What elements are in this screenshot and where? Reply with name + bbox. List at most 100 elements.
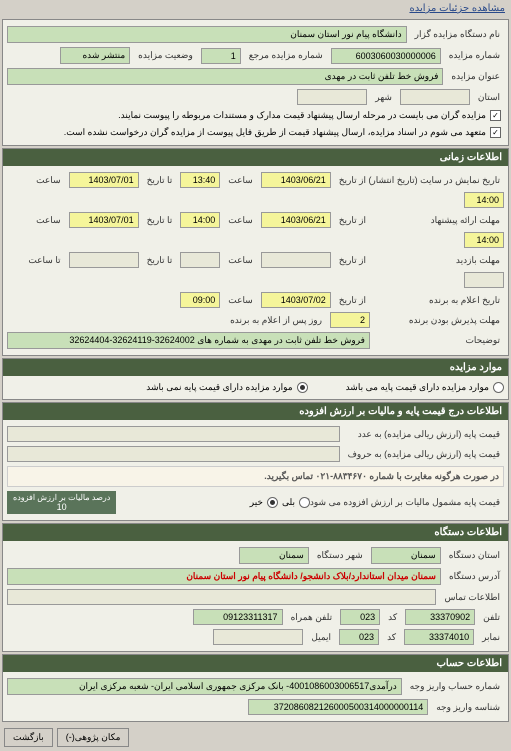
ref-no-label: شماره مزایده مرجع [245,50,327,61]
accept-days[interactable]: 2 [330,312,370,328]
status-label: وضعیت مزایده [134,50,197,61]
publish-from-time[interactable]: 13:40 [180,172,220,188]
vat-question-label: قیمت پایه مشمول مالیات بر ارزش افزوده می… [314,497,504,508]
panel-price-vat-header: اطلاعات درج قیمت پایه و مالیات بر ارزش ا… [3,403,508,420]
radio-vat-yes-label: بلی [282,497,295,508]
description-field: فروش خط تلفن ثابت در مهدی به شماره های 3… [7,332,370,349]
description-label: توضیحات [374,335,504,346]
base-price-num-field[interactable] [7,426,340,442]
time-label-3b: تا ساعت [24,255,64,266]
accept-days-after: روز پس از اعلام به برنده [226,315,326,326]
publish-date-label: تاریخ نمایش در سایت (تاریخ انتشار) [374,175,504,186]
radio-vat-yes[interactable] [299,497,310,508]
panel-account-header: اطلاعات حساب [3,655,508,672]
panel-items: موارد مزایده موارد مزایده دارای قیمت پای… [2,358,509,400]
checkbox-confirm[interactable]: ✓ [490,127,501,138]
bid-to-date[interactable]: 1403/07/01 [69,212,139,228]
radio-vat-no[interactable] [267,497,278,508]
email-field [213,629,303,645]
base-price-text-label: قیمت پایه (ارزش ریالی مزایده) به حروف [344,449,504,460]
org-city-field: سمنان [239,547,309,564]
vat-percent-box: درصد مالیات بر ارزش افزوده 10 [7,491,116,514]
org-province-label: استان دستگاه [445,550,504,561]
contact-note: در صورت هرگونه مغایرت با شماره ۸۸۳۴۶۷۰-۰… [7,466,504,487]
org-city-label: شهر دستگاه [313,550,367,561]
title-label: عنوان مزایده [447,71,504,82]
auction-no-field: 6003060030000006 [331,48,441,64]
org-address-field: سمنان میدان استاندارد/بلاک دانشجو/ دانشگ… [7,568,441,585]
radio-no-base-price[interactable] [297,382,308,393]
publish-to-time[interactable]: 14:00 [464,192,504,208]
time-label-4: ساعت [224,295,257,306]
to-label-1: تا تاریخ [143,175,177,186]
vat-percent-value: 10 [57,502,67,512]
account-no-label: شماره حساب واریز وجه [406,681,504,692]
winner-time[interactable]: 09:00 [180,292,220,308]
status-field: منتشر شده [60,47,130,64]
visit-deadline-label: مهلت بازدید [374,255,504,266]
checkbox-attach-docs[interactable]: ✓ [490,110,501,121]
email-label: ایمیل [307,632,335,643]
visit-to-date[interactable] [69,252,139,268]
to-label-2: تا تاریخ [143,215,177,226]
account-no-field: درآمدی4001086003006517- بانک مرکزی جمهور… [7,678,402,695]
city-field [297,89,367,105]
vat-percent-label: درصد مالیات بر ارزش افزوده [13,493,110,502]
panel-timing: اطلاعات زمانی تاریخ نمایش در سایت (تاریخ… [2,148,509,356]
org-name-field: دانشگاه پیام نور استان سمنان [7,26,407,43]
panel-price-vat: اطلاعات درج قیمت پایه و مالیات بر ارزش ا… [2,402,509,521]
base-price-text-field[interactable] [7,446,340,462]
from-label-1: از تاریخ [335,175,370,186]
code-field-1: 023 [340,609,380,625]
contact-info-field [7,589,436,605]
panel-org-info: اطلاعات دستگاه استان دستگاه سمنان شهر دس… [2,523,509,652]
panel-org-info-header: اطلاعات دستگاه [3,524,508,541]
time-label-3a: ساعت [224,255,257,266]
panel-timing-header: اطلاعات زمانی [3,149,508,166]
org-address-label: آدرس دستگاه [445,571,504,582]
city-label: شهر [371,92,396,103]
publish-from-date[interactable]: 1403/06/21 [261,172,331,188]
time-label-1a: ساعت [224,175,257,186]
bid-deadline-label: مهلت ارائه پیشنهاد [374,215,504,226]
org-name-label: نام دستگاه مزایده گزار [411,29,504,40]
time-label-2b: ساعت [32,215,65,226]
footer-buttons: مکان پژوهی(-) بازگشت [0,724,511,751]
time-label-1b: ساعت [32,175,65,186]
deposit-id-field: 372086082126000500314000000114 [248,699,428,715]
from-label-2: از تاریخ [335,215,370,226]
back-button[interactable]: بازگشت [4,728,53,747]
visit-from-date[interactable] [261,252,331,268]
province-field [400,89,470,105]
radio-has-base-price[interactable] [493,382,504,393]
radio-vat-no-label: خیر [250,497,263,508]
phone-field: 33370902 [405,609,475,625]
from-label-4: از تاریخ [335,295,370,306]
view-details-link[interactable]: مشاهده جزئیات مزایده [0,0,511,17]
panel-account: اطلاعات حساب شماره حساب واریز وجه درآمدی… [2,654,509,722]
winner-date[interactable]: 1403/07/02 [261,292,331,308]
bid-from-time[interactable]: 14:00 [180,212,220,228]
mobile-label: تلفن همراه [287,612,337,623]
visit-from-time[interactable] [180,252,220,268]
panel-main-info: نام دستگاه مزایده گزار دانشگاه پیام نور … [2,19,509,146]
accept-deadline-label: مهلت پذیرش بودن برنده [374,315,504,326]
deposit-id-label: شناسه واریز وجه [432,702,504,713]
bid-from-date[interactable]: 1403/06/21 [261,212,331,228]
contact-info-label: اطلاعات تماس [440,592,504,603]
auction-no-label: شماره مزایده [445,50,504,61]
winner-announce-label: تاریخ اعلام به برنده [374,295,504,306]
radio-has-base-price-label: موارد مزایده دارای قیمت پایه می باشد [346,382,489,393]
fax-field: 33374010 [404,629,474,645]
location-button[interactable]: مکان پژوهی(-) [57,728,130,747]
org-province-field: سمنان [371,547,441,564]
code-label-1: کد [384,612,401,623]
title-field: فروش خط تلفن ثابت در مهدی [7,68,443,85]
base-price-num-label: قیمت پایه (ارزش ریالی مزایده) به عدد [344,429,504,440]
bid-to-time[interactable]: 14:00 [464,232,504,248]
code-label-2: کد [383,632,400,643]
from-label-3: از تاریخ [335,255,370,266]
phone-label: تلفن [479,612,504,623]
publish-to-date[interactable]: 1403/07/01 [69,172,139,188]
visit-to-time[interactable] [464,272,504,288]
